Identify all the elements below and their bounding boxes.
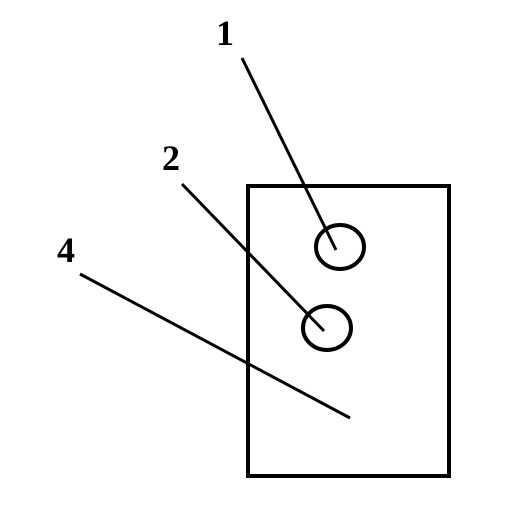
technical-diagram: 1 2 4 (0, 0, 506, 519)
callout-label-4: 4 (57, 230, 75, 270)
callout-label-1: 1 (216, 13, 234, 53)
callout-label-2: 2 (162, 138, 180, 178)
